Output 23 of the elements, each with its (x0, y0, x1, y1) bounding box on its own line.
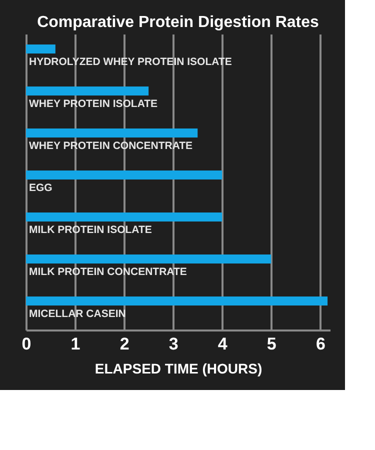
x-axis-title: ELAPSED TIME (HOURS) (94, 360, 262, 376)
x-tick-label: 6 (316, 334, 326, 354)
y-tick-label: EGG (29, 182, 52, 194)
bar (26, 254, 272, 264)
x-tick-label: 4 (218, 334, 228, 354)
bar (26, 44, 56, 54)
y-tick-label: HYDROLYZED WHEY PROTEIN ISOLATE (29, 56, 232, 68)
y-tick-label: MICELLAR CASEIN (29, 308, 126, 320)
y-tick-label: WHEY PROTEIN ISOLATE (29, 98, 158, 110)
x-tick-label: 0 (22, 334, 32, 354)
bar (26, 170, 222, 180)
chart-title: Comparative Protein Digestion Rates (37, 14, 320, 31)
x-tick-label: 5 (266, 334, 276, 354)
bar (26, 86, 149, 96)
x-tick-label: 1 (70, 334, 80, 354)
x-tick-label: 3 (168, 334, 178, 354)
bar (26, 128, 198, 138)
bar (26, 296, 328, 306)
bar (26, 212, 222, 222)
y-tick-label: MILK PROTEIN ISOLATE (29, 224, 152, 236)
x-tick-label: 2 (120, 334, 130, 354)
y-tick-label: WHEY PROTEIN CONCENTRATE (29, 140, 193, 152)
y-tick-label: MILK PROTEIN CONCENTRATE (29, 266, 187, 278)
